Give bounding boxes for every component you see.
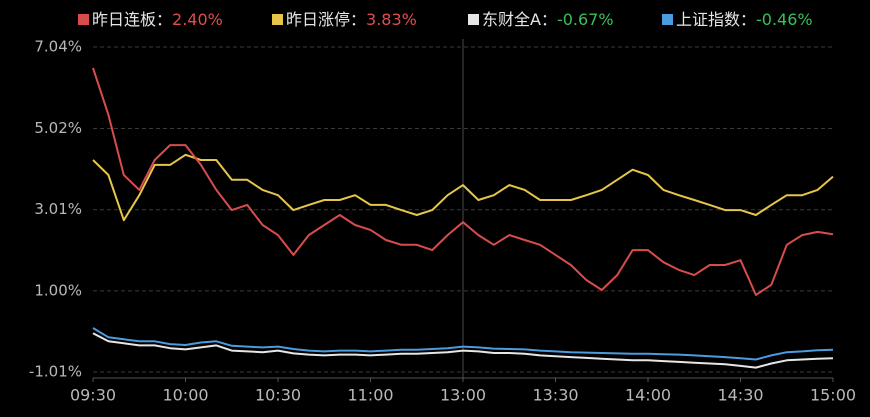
legend-text: 昨日连板：2.40%	[92, 10, 223, 29]
legend-text: 上证指数：-0.46%	[676, 10, 813, 29]
y-tick-label: 5.02%	[34, 119, 82, 137]
legend-text: 东财全A：-0.67%	[482, 10, 614, 29]
x-tick-label: 14:00	[625, 386, 671, 405]
legend-value: -0.46%	[756, 10, 813, 29]
series-line	[92, 327, 834, 361]
legend-item: 昨日连板：2.40%	[78, 10, 223, 29]
y-tick-label: -1.01%	[29, 363, 82, 381]
series-line	[92, 153, 834, 222]
x-tick-label: 13:00	[440, 386, 486, 405]
x-tick-label: 10:30	[255, 386, 301, 405]
series-line	[92, 67, 834, 296]
legend-swatch	[78, 14, 89, 25]
x-tick-label: 10:00	[162, 386, 208, 405]
legend-value: 3.83%	[366, 10, 417, 29]
y-tick-label: 1.00%	[34, 281, 82, 299]
legend-value: -0.67%	[557, 10, 614, 29]
y-tick-label: 7.04%	[34, 38, 82, 56]
series-line	[92, 332, 834, 369]
legend-swatch	[662, 14, 673, 25]
x-tick-label: 11:00	[347, 386, 393, 405]
legend-value: 2.40%	[172, 10, 223, 29]
x-tick-label: 09:30	[70, 386, 116, 405]
legend-item: 昨日涨停：3.83%	[272, 10, 417, 29]
x-tick-label: 13:30	[532, 386, 578, 405]
legend-name: 昨日涨停：	[286, 10, 366, 29]
legend-text: 昨日涨停：3.83%	[286, 10, 417, 29]
x-tick-label: 14:30	[717, 386, 763, 405]
legend-item: 上证指数：-0.46%	[662, 10, 813, 29]
legend-swatch	[468, 14, 479, 25]
x-tick-label: 15:00	[810, 386, 856, 405]
legend-item: 东财全A：-0.67%	[468, 10, 614, 29]
y-tick-label: 3.01%	[34, 200, 82, 218]
legend-name: 昨日连板：	[92, 10, 172, 29]
legend-name: 上证指数：	[676, 10, 756, 29]
legend-swatch	[272, 14, 283, 25]
legend-name: 东财全A：	[482, 10, 557, 29]
